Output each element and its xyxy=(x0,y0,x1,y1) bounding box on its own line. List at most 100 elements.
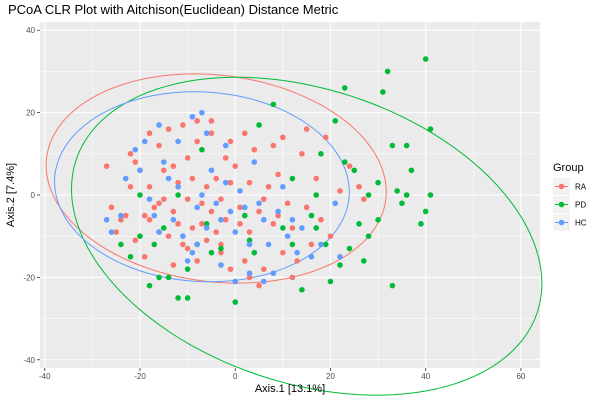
point-ra xyxy=(246,229,253,235)
point-pd xyxy=(199,146,205,153)
point-ra xyxy=(218,249,224,256)
point-ra xyxy=(299,151,305,157)
point-hc xyxy=(203,130,210,137)
x-tick-label: -40 xyxy=(39,372,51,381)
point-pd xyxy=(256,122,262,128)
point-pd xyxy=(203,221,210,227)
point-ra xyxy=(261,196,267,202)
point-hc xyxy=(170,216,177,223)
point-ra xyxy=(199,200,205,207)
point-ra xyxy=(256,208,262,215)
point-ra xyxy=(237,204,243,211)
point-hc xyxy=(156,122,162,128)
y-tick-label: 0 xyxy=(31,191,36,200)
point-pd xyxy=(403,142,410,149)
ellipse-ra xyxy=(45,73,387,284)
point-pd xyxy=(151,241,158,248)
point-hc xyxy=(232,229,239,235)
point-hc xyxy=(118,212,124,219)
point-pd xyxy=(161,225,167,231)
ellipse-hc xyxy=(53,91,350,283)
point-ra xyxy=(284,200,291,207)
point-hc xyxy=(232,278,239,285)
point-hc xyxy=(222,142,229,149)
point-ra xyxy=(103,163,110,169)
point-ra xyxy=(322,134,329,141)
point-ra xyxy=(313,175,319,182)
point-ra xyxy=(213,229,219,235)
point-pd xyxy=(351,167,358,174)
point-ra xyxy=(161,196,167,202)
point-hc xyxy=(199,192,205,198)
point-pd xyxy=(399,200,405,207)
point-ra xyxy=(261,266,267,272)
y-tick-label: 40 xyxy=(26,26,35,35)
point-pd xyxy=(313,225,319,231)
point-hc xyxy=(227,208,234,215)
point-ra xyxy=(256,282,262,289)
point-pd xyxy=(280,225,286,231)
point-pd xyxy=(384,68,391,75)
point-hc xyxy=(194,204,200,211)
point-hc xyxy=(189,113,196,120)
point-pd xyxy=(422,56,429,62)
point-ra xyxy=(218,241,224,248)
point-ra xyxy=(308,241,315,248)
point-hc xyxy=(180,233,186,239)
point-ra xyxy=(246,274,253,281)
point-ra xyxy=(122,212,129,219)
point-ra xyxy=(141,212,148,219)
point-ra xyxy=(356,183,362,190)
point-pd xyxy=(422,208,429,215)
point-hc xyxy=(165,175,172,182)
point-ra xyxy=(180,122,186,128)
point-ra xyxy=(270,142,277,149)
point-pd xyxy=(184,295,191,301)
point-pd xyxy=(356,221,362,227)
point-ra xyxy=(270,221,277,227)
point-ra xyxy=(189,175,196,182)
point-hc xyxy=(241,204,248,211)
x-tick-label: 60 xyxy=(516,372,525,381)
point-pd xyxy=(218,245,224,252)
point-hc xyxy=(308,253,315,260)
point-ra xyxy=(232,163,239,169)
legend-point xyxy=(558,201,565,208)
point-pd xyxy=(146,282,153,289)
y-tick-label: -40 xyxy=(23,356,35,365)
point-pd xyxy=(127,253,134,260)
point-hc xyxy=(280,183,286,190)
point-ra xyxy=(227,138,234,145)
ellipse-pd xyxy=(70,76,543,396)
point-ra xyxy=(251,146,258,153)
point-ra xyxy=(289,274,296,281)
point-pd xyxy=(251,249,258,256)
point-pd xyxy=(318,151,324,157)
point-hc xyxy=(108,229,115,235)
point-pd xyxy=(427,192,434,198)
point-ra xyxy=(303,204,310,211)
point-ra xyxy=(208,130,215,137)
point-ra xyxy=(361,196,367,202)
point-ra xyxy=(146,183,153,190)
point-ra xyxy=(265,183,272,190)
point-hc xyxy=(151,212,158,219)
point-hc xyxy=(275,208,281,215)
point-ra xyxy=(337,188,343,194)
point-pd xyxy=(299,286,305,293)
point-ra xyxy=(165,233,172,239)
legend: Group RA PD HC xyxy=(553,162,587,231)
point-hc xyxy=(284,233,291,239)
point-hc xyxy=(156,229,162,235)
point-ra xyxy=(194,138,200,145)
point-pd xyxy=(389,142,396,149)
y-tick-label: 20 xyxy=(26,109,35,118)
point-hc xyxy=(175,138,181,145)
point-pd xyxy=(184,266,191,272)
point-hc xyxy=(218,216,224,223)
point-ra xyxy=(241,258,248,264)
point-ra xyxy=(289,225,296,231)
point-pd xyxy=(232,299,239,305)
point-ra xyxy=(180,241,186,248)
point-ra xyxy=(132,237,139,244)
